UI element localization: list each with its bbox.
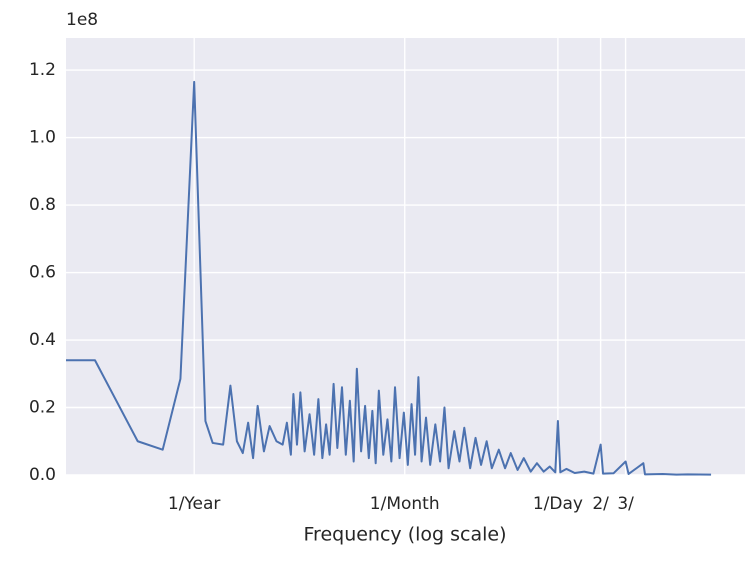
y-tick-label: 0.0 — [29, 465, 56, 485]
y-tick-label: 0.2 — [29, 398, 56, 418]
x-tick-label: 1/Year — [168, 494, 221, 514]
y-tick-label: 1.2 — [29, 60, 56, 80]
x-tick-label: 1/Month — [370, 494, 440, 514]
y-tick-label: 0.6 — [29, 263, 56, 283]
x-tick-label: 2/ — [592, 494, 609, 514]
x-tick-label: 1/Day — [533, 494, 583, 514]
y-tick-label: 0.4 — [29, 330, 56, 350]
y-tick-label: 1.0 — [29, 128, 56, 148]
x-axis-label: Frequency (log scale) — [304, 524, 507, 546]
axis-offset: 1e8 — [66, 10, 98, 30]
line-series — [66, 80, 712, 476]
plot-area — [66, 38, 745, 475]
x-tick-label: 3/ — [617, 494, 634, 514]
y-tick-label: 0.8 — [29, 195, 56, 215]
